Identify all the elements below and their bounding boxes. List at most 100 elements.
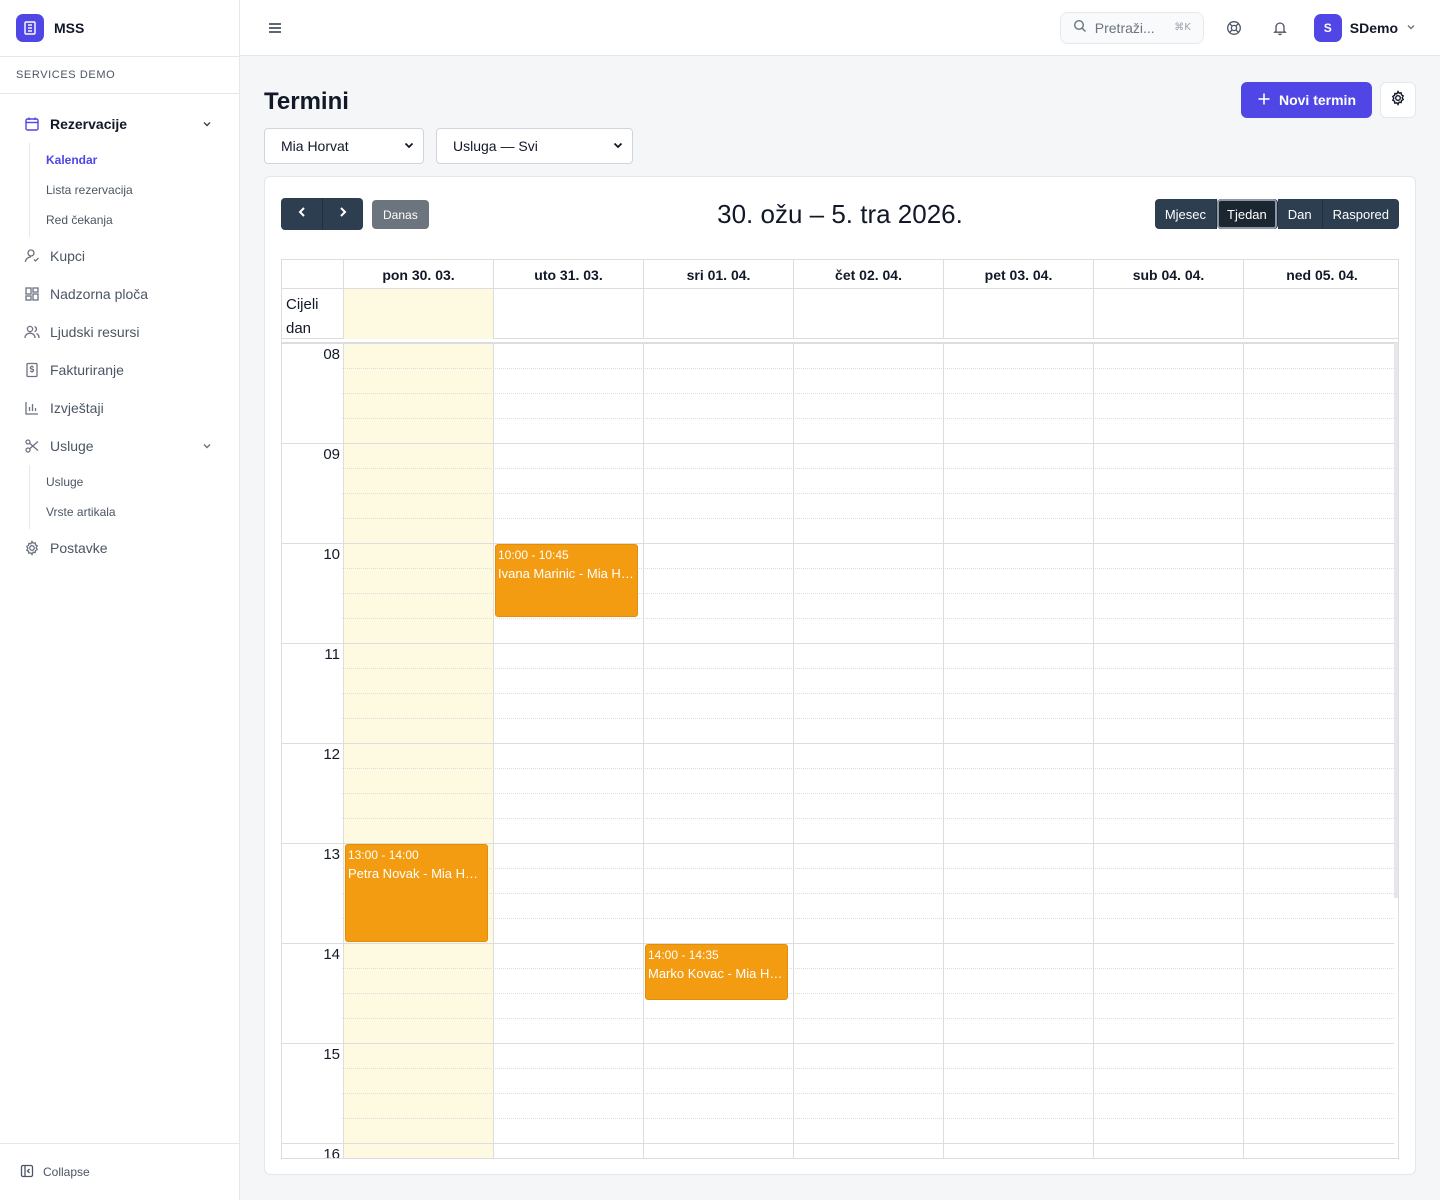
hour-line xyxy=(282,743,1394,744)
slot-line xyxy=(342,368,1394,369)
sidebar-item-kupci[interactable]: Kupci xyxy=(0,237,239,275)
chevron-down-icon xyxy=(403,138,415,154)
sidebar-item-label: Postavke xyxy=(50,540,108,556)
event-time: 10:00 - 10:45 xyxy=(498,548,569,562)
day-header[interactable]: ned 05. 04. xyxy=(1243,260,1398,289)
day-header[interactable]: pet 03. 04. xyxy=(943,260,1093,289)
service-select[interactable]: Usluga — Svi xyxy=(436,128,633,164)
sidebar-item-rezervacije[interactable]: Rezervacije xyxy=(0,105,239,143)
event-title: Petra Novak - Mia Horvat xyxy=(348,866,485,881)
collapse-button[interactable]: Collapse xyxy=(0,1143,239,1200)
view-day-button[interactable]: Dan xyxy=(1277,199,1323,229)
all-day-cell[interactable] xyxy=(943,289,1093,339)
hour-line xyxy=(282,343,1394,344)
new-appointment-button[interactable]: Novi termin xyxy=(1240,82,1372,118)
sidebar-subitem-red-cekanja[interactable]: Red čekanja xyxy=(46,213,113,227)
event-title: Marko Kovac - Mia Horvat xyxy=(648,966,785,981)
chevron-down-icon xyxy=(201,440,213,452)
search-input[interactable]: Pretraži... ⌘K xyxy=(1059,11,1204,44)
day-column[interactable] xyxy=(643,343,793,1158)
view-month-button[interactable]: Mjesec xyxy=(1154,199,1218,229)
hour-line xyxy=(282,1043,1394,1044)
user-name: SDemo xyxy=(1349,19,1398,36)
hour-line xyxy=(282,443,1394,444)
sidebar-item-ljudski-resursi[interactable]: Ljudski resursi xyxy=(0,313,239,351)
sidebar-item-fakturiranje[interactable]: Fakturiranje xyxy=(0,351,239,389)
sidebar-subitem-lista-rezervacija[interactable]: Lista rezervacija xyxy=(46,183,133,197)
chevron-down-icon xyxy=(1406,19,1416,37)
calendar-icon xyxy=(24,116,40,132)
day-column[interactable] xyxy=(493,343,643,1158)
hour-label: 08 xyxy=(323,346,340,363)
brand[interactable]: MSS xyxy=(0,0,239,56)
all-day-label: Cijeli dan xyxy=(286,296,319,337)
menu-icon[interactable] xyxy=(266,19,284,37)
day-header[interactable]: pon 30. 03. xyxy=(343,260,493,289)
day-column[interactable] xyxy=(1093,343,1243,1158)
day-column[interactable] xyxy=(943,343,1093,1158)
event-time: 13:00 - 14:00 xyxy=(348,848,419,862)
search-icon xyxy=(1073,19,1087,36)
sidebar-item-label: Kupci xyxy=(50,248,86,264)
slot-line xyxy=(342,518,1394,519)
sidebar-item-postavke[interactable]: Postavke xyxy=(0,529,239,567)
prev-week-button[interactable] xyxy=(281,198,322,230)
submenu-rezervacije: Kalendar Lista rezervacija Red čekanja xyxy=(29,143,239,237)
hour-line xyxy=(282,1143,1394,1144)
sidebar-subitem-usluge[interactable]: Usluge xyxy=(46,475,84,489)
all-day-cell[interactable] xyxy=(343,289,493,339)
building-icon xyxy=(16,14,44,42)
slot-line xyxy=(342,968,1394,969)
time-grid-scrollbar[interactable] xyxy=(1394,343,1398,898)
day-column[interactable] xyxy=(793,343,943,1158)
new-appointment-label: Novi termin xyxy=(1278,92,1356,108)
slot-line xyxy=(342,918,1394,919)
all-day-cell[interactable] xyxy=(1093,289,1243,339)
calendar-event[interactable]: 14:00 - 14:35 Marko Kovac - Mia Horvat xyxy=(645,944,788,1001)
employee-select-value: Mia Horvat xyxy=(281,138,349,154)
sidebar-item-nadzorna-ploca[interactable]: Nadzorna ploča xyxy=(0,275,239,313)
slot-line xyxy=(342,493,1394,494)
slot-line xyxy=(342,668,1394,669)
sidebar-subitem-kalendar[interactable]: Kalendar xyxy=(46,153,98,167)
calendar-settings-button[interactable] xyxy=(1380,82,1416,118)
user-menu[interactable]: S SDemo xyxy=(1313,13,1416,42)
hour-line xyxy=(282,643,1394,644)
day-header[interactable]: uto 31. 03. xyxy=(493,260,643,289)
sidebar-subitem-vrste-artikala[interactable]: Vrste artikala xyxy=(46,505,116,519)
calendar-event[interactable]: 13:00 - 14:00 Petra Novak - Mia Horvat xyxy=(345,844,488,942)
help-icon[interactable] xyxy=(1218,12,1250,44)
day-column[interactable] xyxy=(343,343,493,1158)
slot-line xyxy=(342,1093,1394,1094)
day-header[interactable]: sri 01. 04. xyxy=(643,260,793,289)
next-week-button[interactable] xyxy=(322,198,363,230)
hour-label: 12 xyxy=(323,746,340,763)
view-schedule-button[interactable]: Raspored xyxy=(1322,199,1399,229)
day-column[interactable] xyxy=(1243,343,1396,1158)
sidebar-item-usluge[interactable]: Usluge xyxy=(0,427,239,465)
employee-select[interactable]: Mia Horvat xyxy=(264,128,424,164)
sidebar-item-izvjestaji[interactable]: Izvještaji xyxy=(0,389,239,427)
org-label: SERVICES DEMO xyxy=(0,56,239,94)
slot-line xyxy=(342,418,1394,419)
sidebar-item-label: Rezervacije xyxy=(50,116,128,132)
today-button[interactable]: Danas xyxy=(372,200,429,229)
all-day-cell[interactable] xyxy=(793,289,943,339)
event-title: Ivana Marinic - Mia Horvat xyxy=(498,566,635,581)
sidebar-nav: Rezervacije Kalendar Lista rezervacija R… xyxy=(0,94,239,567)
all-day-cell[interactable] xyxy=(493,289,643,339)
search-shortcut: ⌘K xyxy=(1174,22,1191,33)
calendar-event[interactable]: 10:00 - 10:45 Ivana Marinic - Mia Horvat xyxy=(495,544,638,617)
view-week-button[interactable]: Tjedan xyxy=(1217,199,1278,229)
bell-icon[interactable] xyxy=(1264,12,1296,44)
hour-label: 15 xyxy=(323,1046,340,1063)
all-day-cell[interactable] xyxy=(643,289,793,339)
submenu-usluge: Usluge Vrste artikala xyxy=(29,465,239,529)
hour-label: 16 xyxy=(323,1146,340,1159)
day-header-row: pon 30. 03. uto 31. 03. sri 01. 04. čet 02.… xyxy=(282,260,1398,289)
all-day-cell[interactable] xyxy=(1243,289,1398,339)
hour-label: 09 xyxy=(323,446,340,463)
day-header[interactable]: čet 02. 04. xyxy=(793,260,943,289)
hour-label: 11 xyxy=(324,646,340,663)
day-header[interactable]: sub 04. 04. xyxy=(1093,260,1243,289)
